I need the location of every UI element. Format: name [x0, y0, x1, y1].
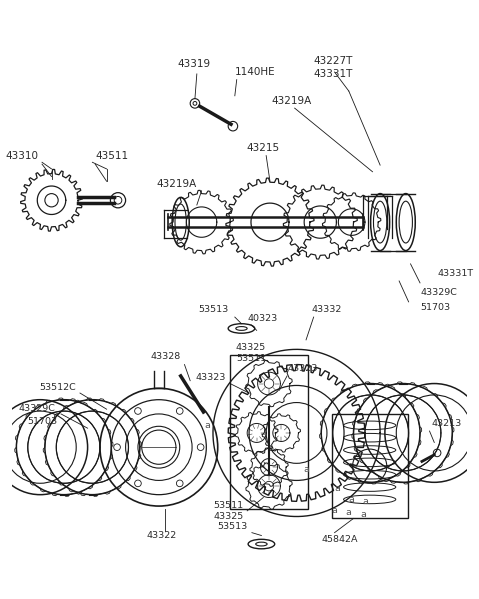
Text: a: a	[303, 465, 309, 474]
Text: 53511: 53511	[213, 501, 243, 510]
Text: 43323: 43323	[287, 364, 318, 373]
Text: 43325: 43325	[213, 512, 243, 521]
Text: 43331T: 43331T	[437, 269, 473, 278]
Text: a: a	[349, 495, 354, 504]
Text: 53511: 53511	[236, 355, 266, 364]
Text: 40323: 40323	[247, 314, 277, 323]
Bar	[331, 414, 408, 518]
Text: 53513: 53513	[198, 305, 228, 314]
Text: 43319: 43319	[177, 59, 211, 69]
Text: 43323: 43323	[196, 373, 226, 382]
Text: a: a	[362, 497, 368, 506]
Text: 43332: 43332	[312, 305, 342, 314]
Text: 43219A: 43219A	[157, 179, 197, 189]
Text: 43511: 43511	[95, 150, 128, 161]
Text: 43328: 43328	[150, 352, 181, 361]
Text: a: a	[360, 510, 366, 519]
Text: a: a	[334, 483, 340, 492]
Text: 43322: 43322	[147, 531, 177, 540]
Text: 43219A: 43219A	[272, 95, 312, 105]
Text: a: a	[205, 421, 210, 430]
Text: 53513: 53513	[217, 522, 247, 531]
Text: 43310: 43310	[5, 150, 38, 161]
Text: a: a	[346, 508, 352, 517]
Text: 43331T: 43331T	[313, 69, 353, 79]
Text: 53512C: 53512C	[39, 383, 76, 392]
Text: a: a	[331, 506, 338, 515]
Text: 45842A: 45842A	[321, 535, 357, 544]
Text: 43325: 43325	[236, 343, 266, 352]
Text: 43329C: 43329C	[420, 288, 457, 297]
Text: 43215: 43215	[247, 143, 280, 153]
Text: 43227T: 43227T	[313, 56, 353, 66]
Text: 43213: 43213	[432, 419, 462, 428]
Text: 43329C: 43329C	[19, 404, 55, 413]
Text: 1140HE: 1140HE	[235, 67, 275, 77]
Text: 51703: 51703	[27, 417, 57, 426]
Text: 51703: 51703	[420, 303, 450, 312]
Bar	[230, 355, 308, 509]
